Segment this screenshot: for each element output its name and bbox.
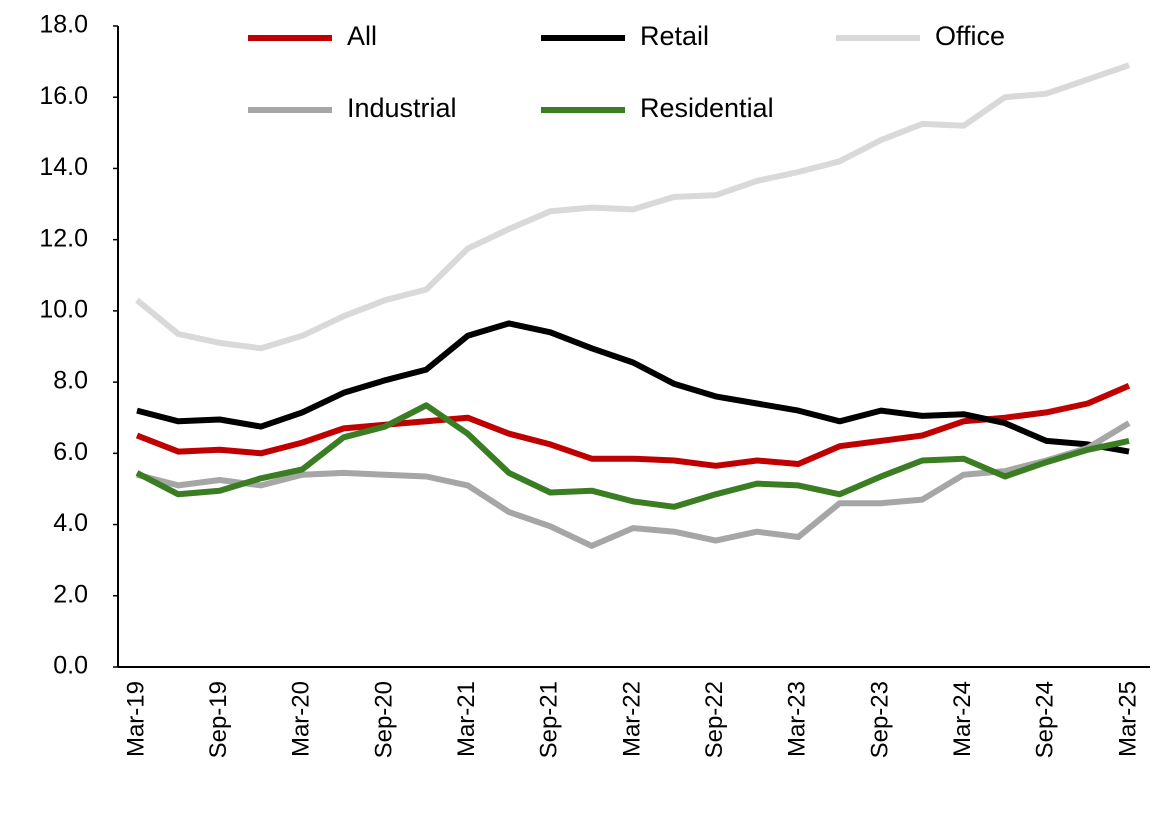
legend-label: Industrial <box>347 93 457 123</box>
x-tick-label: Mar-20 <box>288 681 315 757</box>
y-tick-label: 4.0 <box>53 509 88 537</box>
y-tick-label: 14.0 <box>39 153 88 181</box>
legend-label: Retail <box>640 21 709 51</box>
legend-label: Residential <box>640 93 774 123</box>
y-tick-label: 12.0 <box>39 224 88 252</box>
legend-label: All <box>347 21 377 51</box>
x-tick-label: Mar-25 <box>1114 681 1141 757</box>
series-line <box>135 62 1130 352</box>
y-tick-label: 16.0 <box>39 82 88 110</box>
x-tick-label: Mar-19 <box>122 681 149 757</box>
x-tick-label: Mar-21 <box>453 681 480 757</box>
y-tick-label: 10.0 <box>39 295 88 323</box>
y-tick-label: 2.0 <box>53 580 88 608</box>
y-tick-label: 6.0 <box>53 438 88 466</box>
y-tick-label: 18.0 <box>39 11 88 39</box>
series-line <box>136 320 1130 455</box>
x-tick-label: Sep-20 <box>370 681 397 758</box>
x-tick-label: Sep-19 <box>205 681 232 758</box>
x-tick-label: Sep-21 <box>536 681 563 758</box>
series-line <box>135 382 1131 469</box>
x-tick-label: Mar-24 <box>949 681 976 757</box>
y-tick-label: 8.0 <box>53 367 88 395</box>
x-tick-label: Mar-22 <box>618 681 645 757</box>
x-tick-label: Mar-23 <box>784 681 811 757</box>
series-line <box>136 420 1131 549</box>
x-tick-label: Sep-24 <box>1032 681 1059 758</box>
series-line <box>135 402 1130 510</box>
y-tick-label: 0.0 <box>53 652 88 680</box>
x-tick-label: Sep-22 <box>701 681 728 758</box>
legend-label: Office <box>935 21 1005 51</box>
x-tick-label: Sep-23 <box>866 681 893 758</box>
